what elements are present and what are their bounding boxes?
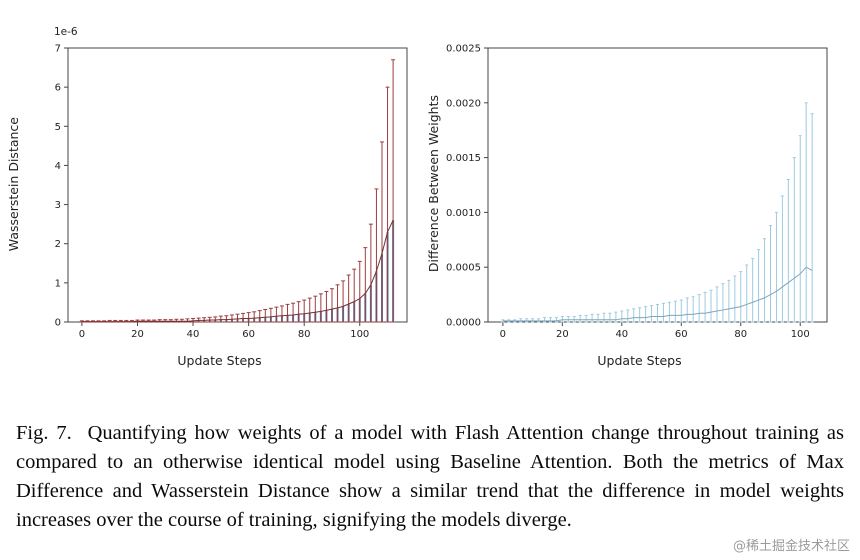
svg-text:4: 4 <box>55 161 61 172</box>
wasserstein-plot-area: 0 20 40 60 80 100 0 1 2 3 4 5 6 7 <box>55 44 408 340</box>
svg-text:40: 40 <box>615 329 628 340</box>
svg-text:0.0010: 0.0010 <box>446 208 481 219</box>
svg-text:1: 1 <box>55 278 61 289</box>
svg-text:80: 80 <box>734 329 747 340</box>
x-axis-label: Update Steps <box>597 353 682 368</box>
svg-text:3: 3 <box>55 200 61 211</box>
svg-text:80: 80 <box>298 329 311 340</box>
wasserstein-distance-chart: 1e-6 Wasserstein Distance 0 20 40 60 80 100 0 1… <box>0 6 420 386</box>
svg-text:100: 100 <box>350 329 369 340</box>
y-axis-label-wrap: Difference Between Weights <box>426 46 441 322</box>
figure-charts-row: 1e-6 Wasserstein Distance 0 20 40 60 80 100 0 1… <box>0 6 860 390</box>
svg-text:7: 7 <box>55 44 61 55</box>
y-axis-label: Wasserstein Distance <box>6 116 21 252</box>
svg-text:0: 0 <box>79 329 85 340</box>
figure-caption-text: Quantifying how weights of a model with … <box>16 421 844 532</box>
x-axis-label: Update Steps <box>177 353 262 368</box>
weight-difference-chart: Difference Between Weights 0 20 40 60 80 100 0… <box>420 6 840 386</box>
svg-text:6: 6 <box>55 83 61 94</box>
y-axis-label-wrap: Wasserstein Distance <box>6 46 21 322</box>
svg-text:0.0000: 0.0000 <box>446 318 481 329</box>
svg-text:2: 2 <box>55 239 61 250</box>
svg-text:0: 0 <box>500 329 506 340</box>
watermark-text: @稀土掘金技术社区 <box>732 539 850 554</box>
y-axis-offset-label: 1e-6 <box>54 26 78 38</box>
svg-text:0.0025: 0.0025 <box>446 44 481 55</box>
svg-text:20: 20 <box>131 329 144 340</box>
svg-text:100: 100 <box>791 329 810 340</box>
svg-text:0: 0 <box>55 318 61 329</box>
svg-text:40: 40 <box>187 329 200 340</box>
y-axis-label: Difference Between Weights <box>426 95 441 273</box>
svg-text:5: 5 <box>55 122 61 133</box>
svg-text:0.0015: 0.0015 <box>446 153 481 164</box>
svg-text:20: 20 <box>556 329 569 340</box>
svg-text:0.0005: 0.0005 <box>446 263 481 274</box>
svg-text:60: 60 <box>242 329 255 340</box>
svg-text:60: 60 <box>675 329 688 340</box>
weight-difference-plot-area: 0 20 40 60 80 100 0.0000 0.0005 0.0010 0.0015 0.00… <box>446 44 828 340</box>
figure-caption-label: Fig. 7. <box>16 421 72 444</box>
figure-caption: Fig. 7. Quantifying how weights of a mod… <box>16 419 844 536</box>
svg-text:0.0020: 0.0020 <box>446 98 481 109</box>
